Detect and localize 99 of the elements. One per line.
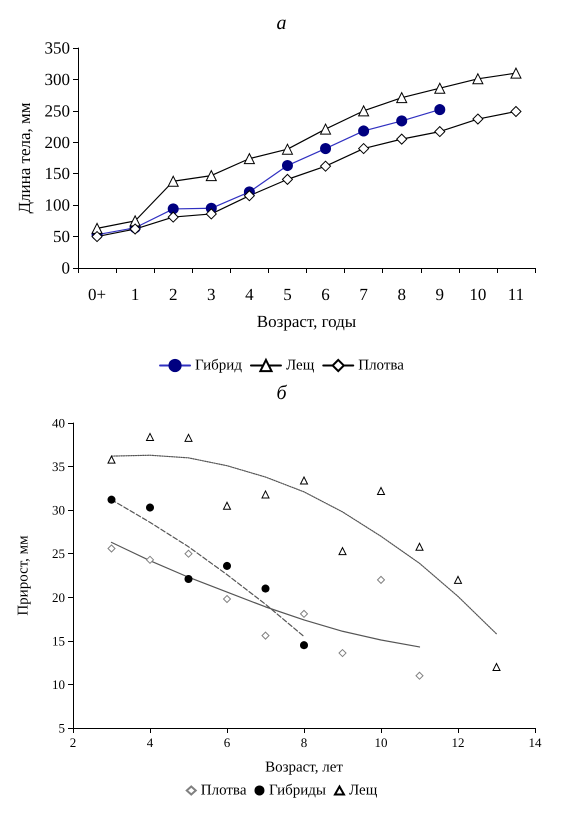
- legend-label: Лещ: [348, 782, 378, 798]
- y-axis-title: Длина тела, мм: [15, 102, 34, 214]
- point: [358, 143, 370, 154]
- y-tick-label: 100: [44, 196, 70, 215]
- chart-title: а: [276, 12, 286, 34]
- x-tick-label: 11: [508, 285, 524, 304]
- y-tick-label: 350: [44, 38, 70, 58]
- point: [416, 672, 424, 680]
- y-tick-label: 40: [52, 416, 65, 430]
- point: [282, 160, 293, 172]
- point: [108, 456, 116, 464]
- x-tick-label: 4: [146, 735, 154, 750]
- y-tick-label: 300: [44, 70, 70, 89]
- point: [320, 124, 332, 135]
- x-tick-label: 8: [397, 285, 406, 304]
- point: [454, 576, 462, 584]
- x-tick-label: 10: [374, 735, 388, 750]
- y-tick-label: 150: [44, 164, 70, 184]
- legend-label: Лещ: [286, 358, 315, 374]
- point: [184, 574, 192, 583]
- x-axis-title: Возраст, лет: [265, 760, 344, 776]
- point: [168, 176, 179, 187]
- point: [146, 504, 154, 512]
- legend-label: Плотва: [200, 782, 247, 798]
- y-tick-label: 25: [52, 546, 65, 562]
- x-axis-title: Возраст, годы: [256, 312, 357, 331]
- point: [472, 73, 484, 84]
- x-tick-label: 2: [70, 735, 76, 750]
- point: [434, 104, 446, 116]
- y-tick-label: 50: [53, 227, 70, 246]
- point: [338, 547, 346, 556]
- point: [262, 490, 270, 498]
- point: [300, 610, 308, 618]
- point: [206, 170, 217, 182]
- x-tick-label: 12: [452, 735, 464, 750]
- point: [510, 106, 522, 117]
- point: [396, 134, 408, 145]
- point: [108, 496, 116, 504]
- y-tick-label: 200: [44, 132, 70, 152]
- chart-title: б: [276, 382, 288, 404]
- point: [300, 476, 308, 485]
- x-tick-label: 8: [300, 735, 308, 750]
- point: [168, 203, 179, 214]
- point: [223, 502, 231, 510]
- point: [377, 486, 385, 495]
- point: [377, 576, 385, 584]
- x-tick-label: 2: [168, 285, 178, 304]
- x-tick-label: 10: [469, 285, 486, 304]
- x-tick-label: 5: [283, 285, 292, 304]
- point: [434, 82, 446, 94]
- point: [244, 153, 255, 164]
- legend-label: Плотва: [358, 358, 404, 374]
- x-tick-label: 6: [224, 735, 231, 750]
- x-tick-label: 7: [359, 285, 368, 304]
- point: [300, 641, 308, 650]
- point: [223, 595, 231, 604]
- y-axis-title: Прирост, мм: [16, 534, 32, 616]
- point: [492, 663, 500, 671]
- point: [434, 126, 446, 138]
- point: [396, 115, 408, 126]
- point: [472, 114, 484, 125]
- x-tick-label: 6: [321, 285, 330, 304]
- x-tick-label: 4: [245, 285, 254, 304]
- point: [282, 144, 293, 155]
- legend-label: Гибрид: [195, 358, 242, 374]
- point: [510, 68, 522, 79]
- point: [320, 160, 332, 172]
- y-tick-label: 5: [58, 720, 65, 736]
- point: [320, 143, 332, 154]
- point: [206, 208, 217, 220]
- point: [262, 584, 270, 593]
- point: [282, 174, 293, 185]
- x-tick-label: 9: [436, 285, 444, 304]
- point: [358, 125, 370, 136]
- point: [244, 190, 255, 202]
- point: [168, 212, 179, 223]
- point: [416, 542, 424, 551]
- y-tick-label: 30: [52, 502, 65, 518]
- point: [338, 649, 346, 658]
- point: [396, 92, 408, 104]
- point: [184, 434, 192, 442]
- y-tick-label: 20: [52, 590, 65, 605]
- point: [262, 632, 270, 640]
- y-tick-label: 15: [52, 633, 65, 648]
- x-tick-label: 1: [130, 285, 140, 304]
- point: [108, 544, 116, 552]
- point: [358, 105, 370, 116]
- y-tick-label: 0: [62, 258, 70, 278]
- x-tick-label: 0+: [88, 285, 106, 304]
- point: [184, 550, 192, 558]
- legend-label: Гибриды: [268, 782, 326, 798]
- point: [223, 562, 231, 570]
- point: [146, 432, 154, 441]
- point: [146, 556, 154, 564]
- y-tick-label: 35: [52, 459, 65, 474]
- x-tick-label: 3: [207, 285, 216, 304]
- y-tick-label: 250: [44, 101, 70, 120]
- x-tick-label: 14: [528, 735, 542, 750]
- y-tick-label: 10: [52, 676, 65, 692]
